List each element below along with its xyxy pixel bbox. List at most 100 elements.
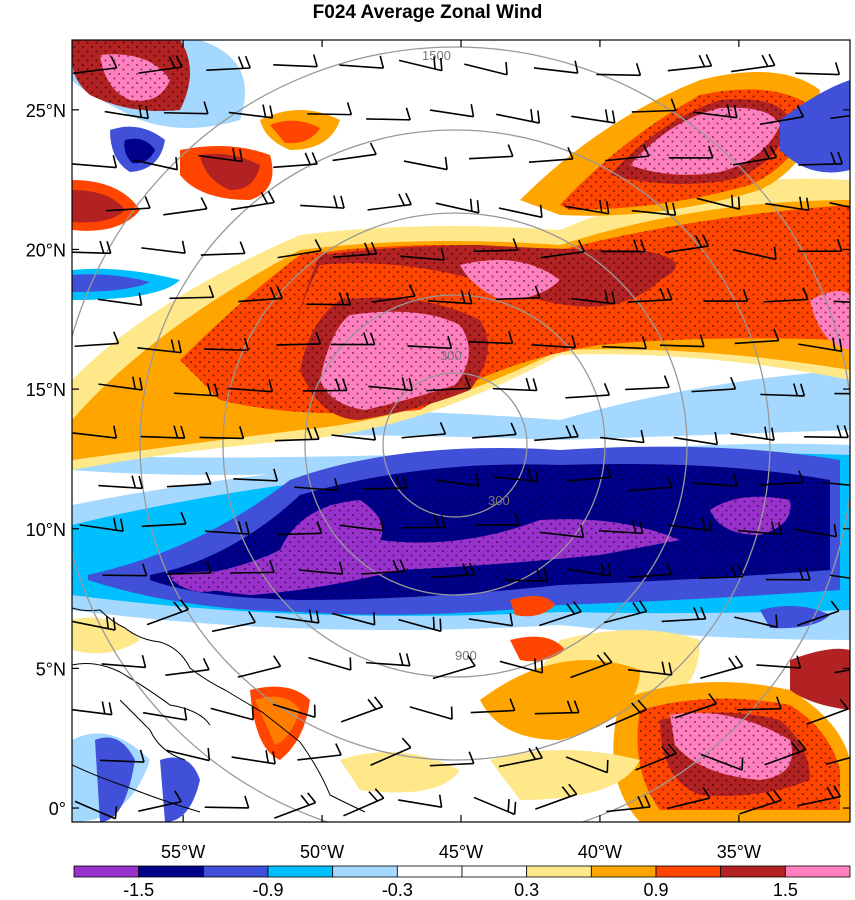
wind-barb (98, 475, 144, 490)
wind-barb (74, 331, 120, 348)
wind-barb (605, 144, 650, 162)
wind-barb (274, 792, 317, 819)
wind-barb (531, 335, 577, 349)
wind-barb (371, 284, 416, 303)
wind-barb (429, 104, 475, 118)
wind-barb (600, 239, 646, 253)
wind-barb (141, 511, 187, 528)
colorbar-swatch (73, 865, 140, 878)
wind-barb (339, 55, 385, 69)
colorbar-swatch (784, 865, 851, 878)
wind-barb (237, 655, 282, 678)
wind-barb (598, 520, 644, 535)
wind-barb (230, 190, 276, 211)
wind-barb (434, 473, 480, 487)
wind-barb (475, 512, 521, 526)
wind-barb (734, 328, 780, 345)
wind-barb (233, 468, 279, 482)
wind-barb (101, 654, 147, 669)
x-tick-label: 35°W (717, 842, 761, 862)
wind-barb (627, 287, 673, 303)
wind-barb (403, 156, 448, 171)
wind-barb (756, 655, 802, 669)
wind-barb (294, 477, 339, 492)
wind-barb (276, 331, 322, 346)
wind-barb (398, 794, 443, 809)
wind-barb (330, 332, 376, 346)
colorbar-swatch (202, 865, 269, 878)
wind-barb (409, 706, 453, 720)
wind-barb (765, 567, 811, 581)
wind-barb (432, 655, 476, 680)
wind-barbs (72, 53, 850, 820)
wind-barb (366, 107, 411, 121)
colorbar-label: 0.9 (643, 880, 668, 900)
wind-barb (605, 699, 648, 728)
wind-barb (635, 743, 677, 771)
wind-barb (79, 517, 124, 532)
colorbar-swatch (461, 865, 528, 878)
x-axis: 55°W 50°W 45°W 40°W 35°W (161, 40, 761, 862)
wind-barb (273, 54, 318, 68)
wind-barb (163, 197, 208, 216)
wind-barb (667, 54, 713, 72)
wind-barb (567, 465, 612, 482)
wind-barb (435, 198, 480, 214)
wind-barb (498, 746, 543, 768)
wind-barb (468, 144, 514, 160)
wind-barb (731, 53, 776, 73)
wind-barb (493, 468, 539, 483)
wind-barb (166, 747, 211, 762)
wind-barb (228, 379, 273, 393)
wind-barb (700, 753, 744, 771)
x-tick-label: 55°W (161, 842, 205, 862)
wind-barb (367, 192, 412, 211)
wind-barb (732, 246, 777, 261)
colorbar-swatch (138, 865, 204, 878)
wind-barb (737, 696, 782, 711)
wind-barb (628, 475, 673, 492)
wind-barb (603, 600, 648, 624)
wind-barb (306, 292, 352, 306)
colorbar-swatch (526, 865, 592, 878)
wind-barb (74, 800, 118, 820)
wind-barb (667, 517, 713, 532)
wind-barb (674, 693, 718, 719)
y-axis: 0° 5°N 10°N 15°N 20°N 25°N (26, 101, 850, 819)
wind-barb (693, 104, 738, 119)
wind-barb (100, 749, 145, 763)
wind-barb (308, 656, 352, 671)
wind-barb (137, 339, 182, 354)
wind-barb (606, 795, 651, 813)
wind-barb (625, 375, 670, 391)
wind-barb (398, 56, 443, 72)
wind-barb (370, 737, 412, 766)
colorbar-swatch (332, 865, 398, 878)
wind-barb (231, 750, 276, 765)
wind-barb (834, 392, 850, 395)
wind-barb (829, 202, 850, 213)
wind-barb (696, 194, 741, 210)
wind-barb (200, 241, 246, 256)
colorbar-swatch (590, 865, 657, 878)
colorbar-label: -1.5 (123, 880, 154, 900)
wind-barb (340, 696, 384, 723)
colorbar-label: -0.9 (252, 880, 283, 900)
wind-anomaly-fields (72, 40, 850, 822)
wind-barb (199, 426, 245, 440)
wind-barb (169, 285, 215, 300)
wind-barb (470, 698, 516, 714)
wind-barb (72, 56, 118, 75)
wind-barb (72, 155, 118, 169)
wind-barb (693, 473, 738, 488)
wind-barb (72, 616, 116, 631)
wind-barb (798, 337, 843, 353)
wind-barb (104, 104, 149, 120)
wind-barb (146, 599, 189, 626)
wind-barb (760, 383, 806, 397)
wind-barb (797, 600, 840, 627)
wind-barb (763, 287, 809, 303)
wind-barb (495, 285, 541, 301)
wind-barb (703, 288, 749, 302)
wind-barb (228, 104, 274, 119)
